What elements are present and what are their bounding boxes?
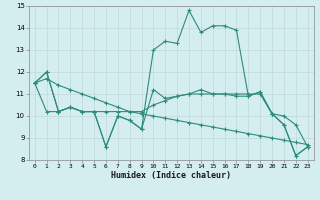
X-axis label: Humidex (Indice chaleur): Humidex (Indice chaleur) bbox=[111, 171, 231, 180]
